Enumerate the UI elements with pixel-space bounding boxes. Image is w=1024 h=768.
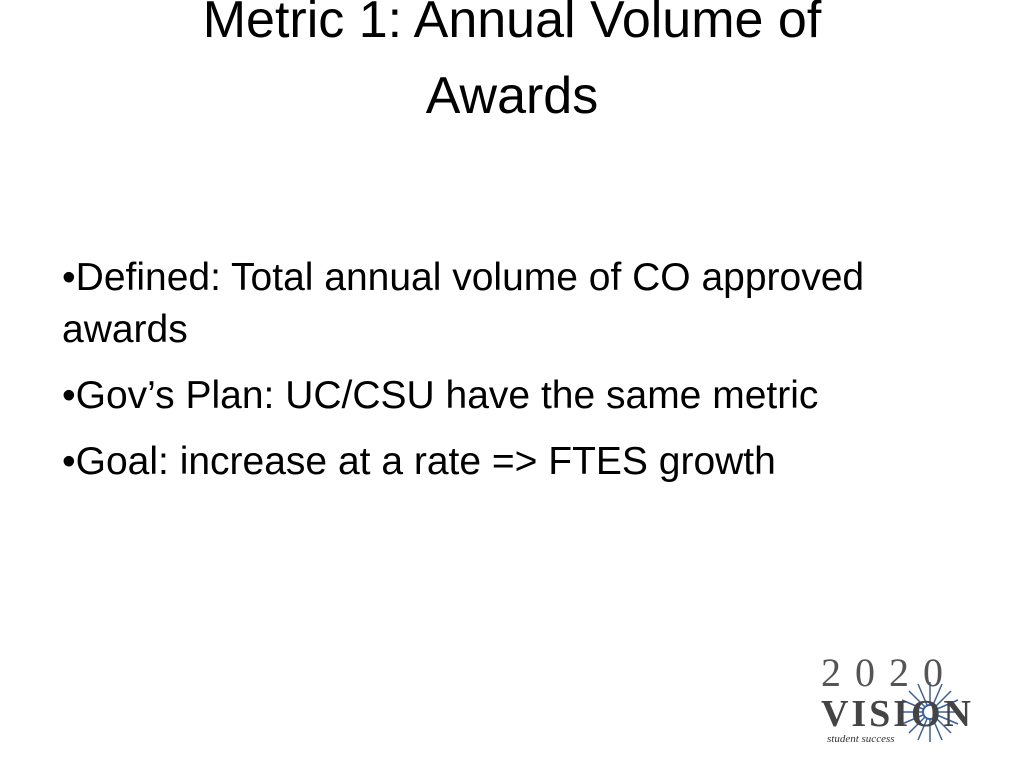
logo: 2020 VISION student success xyxy=(821,650,971,745)
bullet: •Defined: Total annual volume of CO appr… xyxy=(62,256,865,351)
logo-word: VISION xyxy=(821,693,971,735)
bullet: •Goal: increase at a rate => FTES growth xyxy=(62,440,776,483)
bullet: •Gov’s Plan: UC/CSU have the same metric xyxy=(62,374,819,417)
star-center xyxy=(922,704,938,720)
bullet-list: •Defined: Total annual volume of CO appr… xyxy=(62,252,962,502)
slide-title: Metric 1: Annual Volume of Awards xyxy=(202,0,822,125)
logo-tagline: student success xyxy=(827,733,895,745)
logo-year: 2020 xyxy=(821,650,957,695)
